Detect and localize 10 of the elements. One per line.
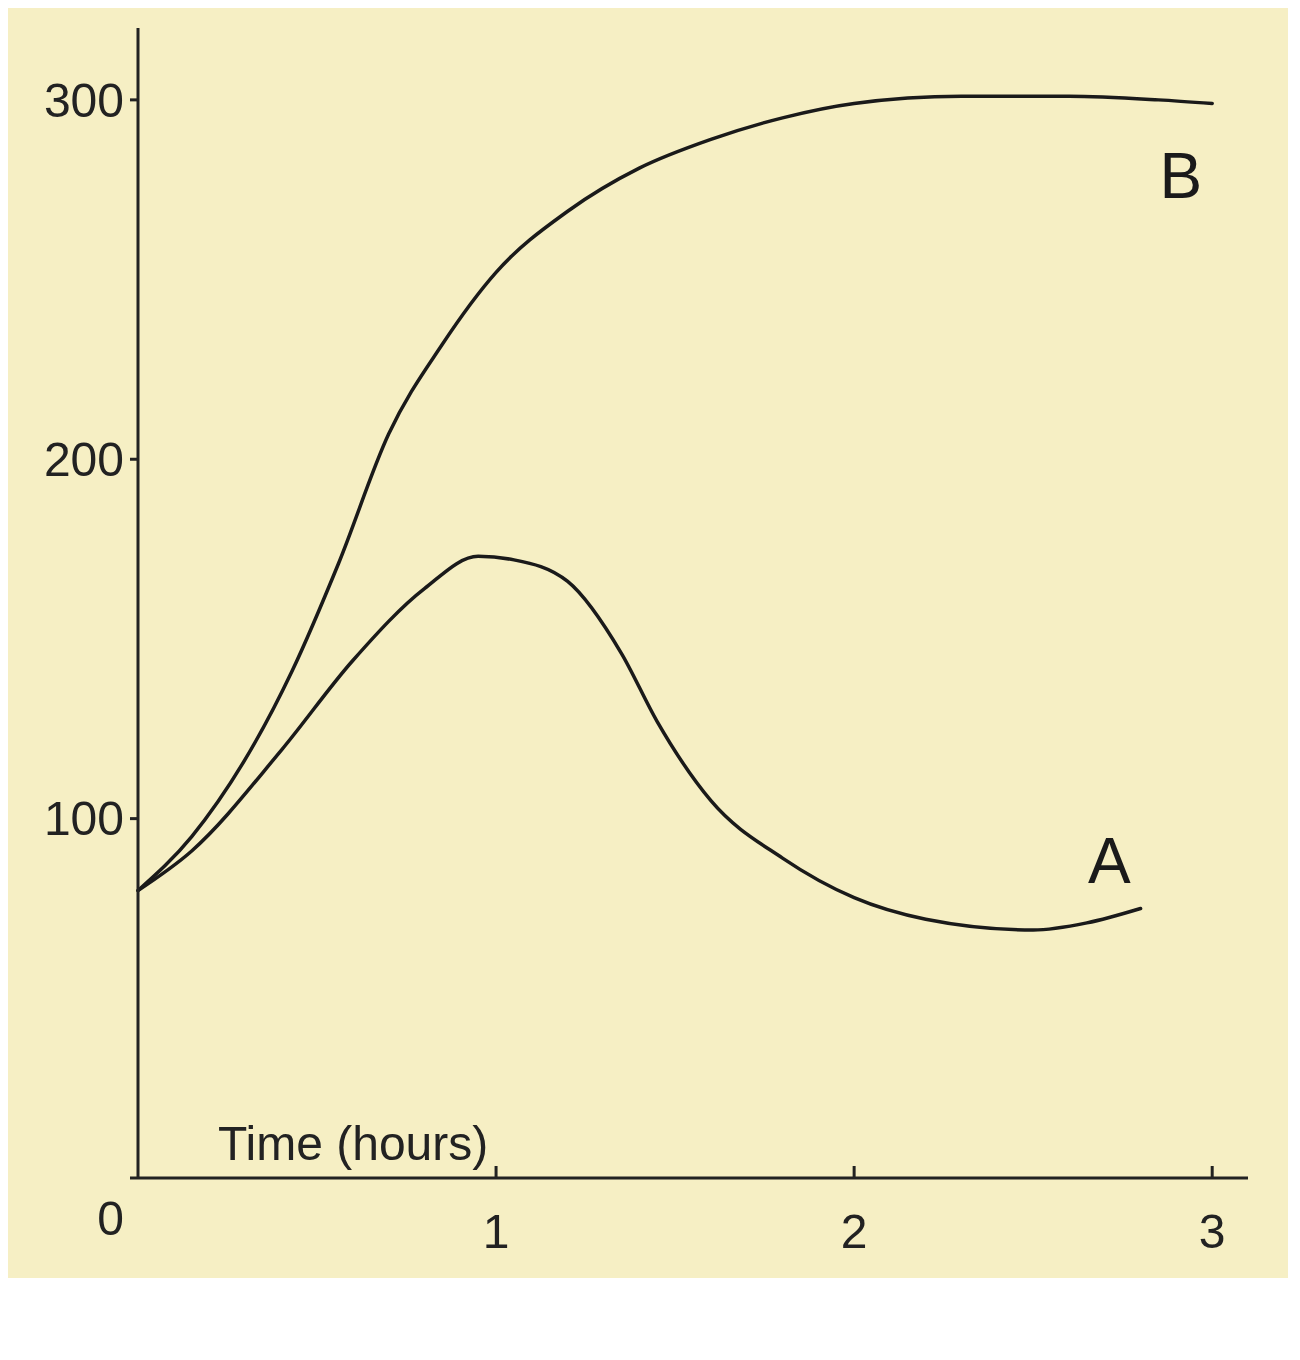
y-tick-label: 0 bbox=[97, 1191, 124, 1245]
x-tick-label: 1 bbox=[482, 1205, 510, 1258]
series-label: B bbox=[1159, 140, 1203, 213]
x-axis-title: Time (hours) bbox=[218, 1117, 489, 1170]
x-tick-label: 3 bbox=[1198, 1205, 1226, 1258]
y-tick-label: 200 bbox=[43, 433, 124, 487]
x-tick-label: 2 bbox=[840, 1205, 868, 1258]
series-label: A bbox=[1087, 825, 1131, 898]
y-tick-label: 100 bbox=[43, 792, 124, 846]
y-tick-label: 300 bbox=[43, 73, 124, 127]
